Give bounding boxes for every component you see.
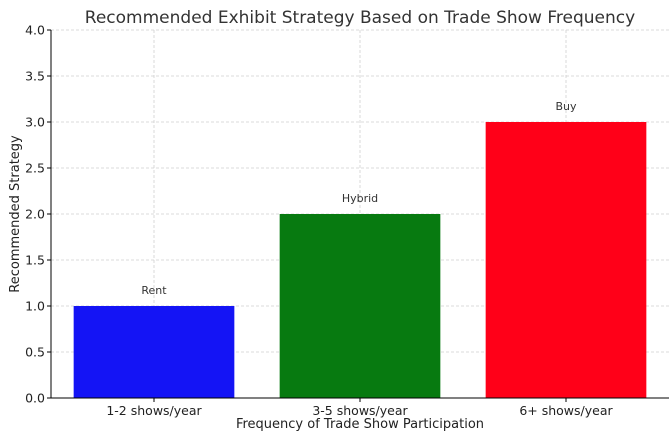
- bar: [485, 122, 647, 398]
- y-tick-label: 0.5: [25, 345, 45, 360]
- x-tick-label: 1-2 shows/year: [106, 403, 202, 418]
- bar-data-label: Buy: [555, 100, 577, 113]
- y-axis-label: Recommended Strategy: [8, 135, 23, 293]
- chart-title: Recommended Exhibit Strategy Based on Tr…: [85, 8, 635, 28]
- y-tick-label: 3.5: [25, 69, 45, 84]
- bar-data-label: Rent: [141, 284, 167, 297]
- bar: [279, 214, 441, 398]
- y-tick-label: 2.5: [25, 161, 45, 176]
- axes-layer: 0.0 0.5 1.0 1.5 2.0 2.5 3.0 3.5 4.0 1-2 shows/yea…: [25, 23, 669, 418]
- bar-data-label: Hybrid: [342, 192, 378, 205]
- bars-layer: [73, 122, 647, 398]
- x-axis-label: Frequency of Trade Show Participation: [236, 417, 484, 432]
- bar: [73, 306, 235, 398]
- y-tick-label: 1.5: [25, 253, 45, 268]
- labels-layer: Rent Hybrid Buy: [141, 100, 577, 297]
- y-tick-label: 0.0: [25, 391, 45, 406]
- y-tick-label: 4.0: [25, 23, 45, 38]
- x-tick-label: 3-5 shows/year: [312, 403, 408, 418]
- y-tick-label: 1.0: [25, 299, 45, 314]
- y-tick-label: 3.0: [25, 115, 45, 130]
- x-tick-label: 6+ shows/year: [519, 403, 613, 418]
- y-tick-label: 2.0: [25, 207, 45, 222]
